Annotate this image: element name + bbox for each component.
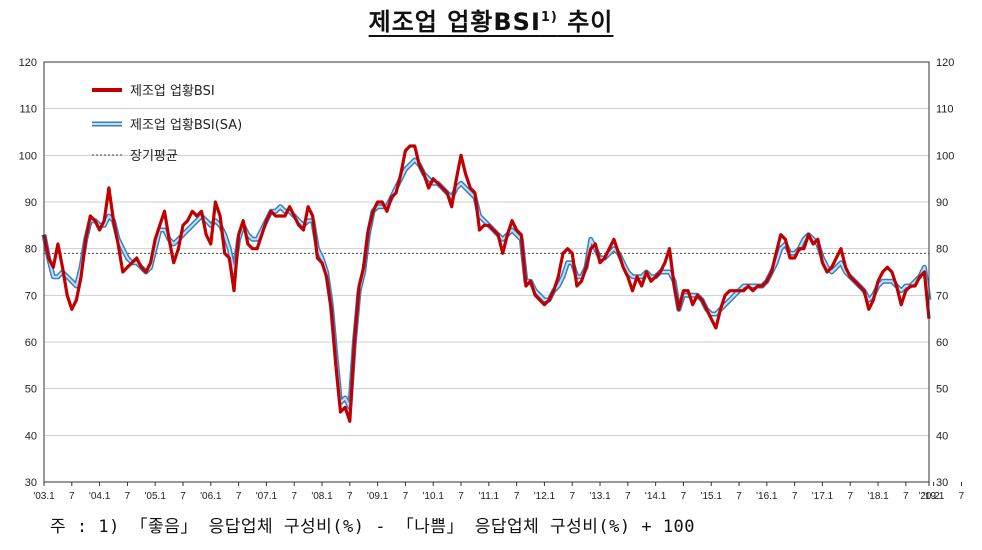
x-tick-label-6: '06.1 xyxy=(200,491,222,502)
y-tick-left-80: 80 xyxy=(25,244,37,256)
title-main: 제조업 업황BSI xyxy=(368,8,541,36)
x-tick-label-31: 7 xyxy=(903,491,909,502)
footnote: 주 : 1) 「좋음」 응답업체 구성비(%) - 「나쁨」 응답업체 구성비(… xyxy=(50,517,696,537)
legend-label-bsi: 제조업 업황BSI xyxy=(130,84,215,99)
y-tick-right-100: 100 xyxy=(936,150,954,162)
x-tick-label-30: '18.1 xyxy=(867,491,889,502)
y-tick-left-30: 30 xyxy=(25,477,37,489)
x-tick-label-0: '03.1 xyxy=(33,491,55,502)
x-tick-label-15: 7 xyxy=(458,491,464,502)
y-tick-left-100: 100 xyxy=(19,150,37,162)
legend: 제조업 업황BSI 제조업 업황BSI(SA) 장기평균 xyxy=(92,84,242,164)
legend-label-sa: 제조업 업황BSI(SA) xyxy=(130,118,242,133)
x-tick-label-7: 7 xyxy=(236,491,242,502)
x-tick-label-23: 7 xyxy=(681,491,687,502)
x-tick-label-18: '12.1 xyxy=(534,491,556,502)
x-tick-label-12: '09.1 xyxy=(367,491,389,502)
x-tick-label-33: 7 xyxy=(959,491,965,502)
y-tick-right-110: 110 xyxy=(936,104,954,116)
x-tick-label-1: 7 xyxy=(69,491,75,502)
y-tick-left-110: 110 xyxy=(19,104,37,116)
y-tick-left-40: 40 xyxy=(25,430,37,442)
x-tick-label-13: 7 xyxy=(403,491,409,502)
series-line-bsi xyxy=(42,144,931,423)
y-tick-right-30: 30 xyxy=(936,477,948,489)
x-tick-label-25: 7 xyxy=(736,491,742,502)
x-tick-label-20: '13.1 xyxy=(589,491,611,502)
x-tick-label-27: 7 xyxy=(792,491,798,502)
x-tick-label-17: 7 xyxy=(514,491,520,502)
series-lines xyxy=(41,144,932,423)
series-line-bsi-sa-inner xyxy=(43,159,930,409)
x-tick-label-5: 7 xyxy=(180,491,186,502)
y-tick-left-90: 90 xyxy=(25,197,37,209)
bsi-line-chart: 30 40 50 60 70 80 90 100 110 120 30 40 50 60 70 80 90 10… xyxy=(19,57,965,502)
y-tick-left-50: 50 xyxy=(25,384,37,396)
y-axis-left: 30 40 50 60 70 80 90 100 110 120 xyxy=(19,57,37,489)
x-tick-label-4: '05.1 xyxy=(145,491,167,502)
y-tick-right-40: 40 xyxy=(936,430,948,442)
x-tick-label-3: 7 xyxy=(125,491,131,502)
x-tick-label-32: '19.1 xyxy=(923,491,945,502)
y-tick-left-70: 70 xyxy=(25,290,37,302)
title-footnote-mark: 1) xyxy=(540,10,558,25)
y-axis-right: 30 40 50 60 70 80 90 100 110 120 xyxy=(936,57,954,489)
x-tick-label-11: 7 xyxy=(347,491,353,502)
x-tick-label-10: '08.1 xyxy=(311,491,333,502)
series-line-bsi-sa xyxy=(41,157,932,410)
title-suffix: 추이 xyxy=(557,8,614,36)
y-tick-right-120: 120 xyxy=(936,57,954,69)
x-tick-label-2: '04.1 xyxy=(89,491,111,502)
x-tick-label-34: '20.2 xyxy=(918,491,940,502)
x-tick-label-24: '15.1 xyxy=(701,491,723,502)
y-tick-right-70: 70 xyxy=(936,290,948,302)
y-tick-right-50: 50 xyxy=(936,384,948,396)
x-tick-label-28: '17.1 xyxy=(812,491,834,502)
x-tick-label-22: '14.1 xyxy=(645,491,667,502)
x-tick-label-9: 7 xyxy=(291,491,297,502)
x-axis: '03.1 7 '04.1 7 '05.1 7 '06.1 7 '07.1 7 '08.1 7 '09.… xyxy=(33,482,965,502)
y-tick-right-60: 60 xyxy=(936,337,948,349)
y-tick-right-80: 80 xyxy=(936,244,948,256)
x-tick-label-16: '11.1 xyxy=(478,491,499,502)
plot-frame xyxy=(43,61,930,483)
y-tick-right-90: 90 xyxy=(936,197,948,209)
legend-label-average: 장기평균 xyxy=(130,149,178,164)
x-tick-label-29: 7 xyxy=(847,491,853,502)
x-tick-label-26: '16.1 xyxy=(756,491,778,502)
x-tick-label-21: 7 xyxy=(625,491,631,502)
x-tick-label-19: 7 xyxy=(569,491,575,502)
chart-title: 제조업 업황BSI1) 추이 xyxy=(0,2,982,37)
y-tick-left-120: 120 xyxy=(19,57,37,69)
x-tick-label-14: '10.1 xyxy=(423,491,445,502)
x-tick-label-8: '07.1 xyxy=(256,491,278,502)
y-tick-left-60: 60 xyxy=(25,337,37,349)
